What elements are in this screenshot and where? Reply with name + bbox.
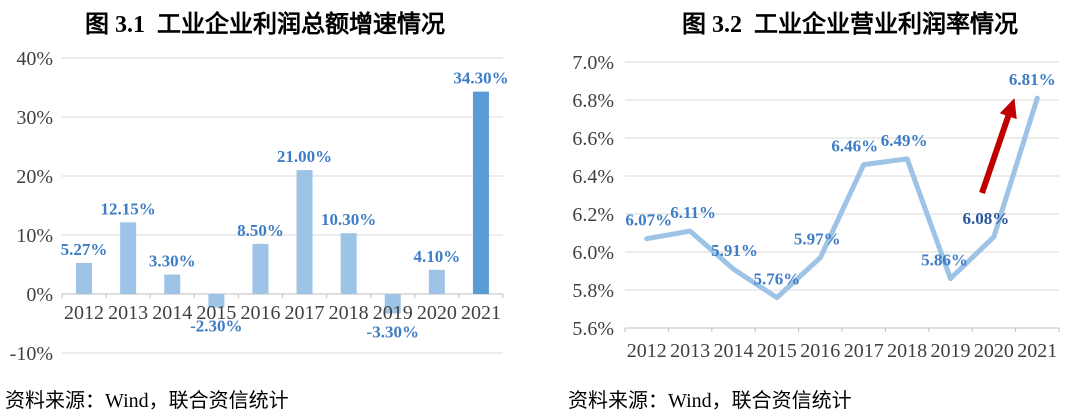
bar-x-tick-label: 2019	[373, 302, 413, 324]
line-x-tick-label: 2016	[800, 340, 840, 362]
line-y-tick-label: 6.6%	[572, 128, 614, 150]
line-value-label: 5.86%	[921, 251, 968, 270]
bar-value-label: 4.10%	[413, 247, 460, 266]
line-y-tick-label: 6.2%	[572, 204, 614, 226]
bar-value-label: 5.27%	[61, 240, 108, 259]
line-x-tick-label: 2018	[887, 340, 927, 362]
line-value-label: 5.97%	[794, 230, 841, 249]
bar-2016	[252, 243, 269, 294]
bar-value-label: 34.30%	[453, 69, 508, 88]
line-y-tick-label: 6.8%	[572, 90, 614, 112]
line-x-tick-label: 2021	[1017, 340, 1057, 362]
line-x-tick-label: 2014	[714, 340, 754, 362]
line-y-tick-label: 7.0%	[572, 52, 614, 74]
bar-y-tick-label: 30%	[16, 107, 53, 129]
bar-chart-title: 图 3.1 工业企业利润总额增速情况	[85, 12, 445, 38]
bar-2020	[428, 269, 445, 294]
line-value-label: 5.76%	[754, 270, 801, 289]
bar-x-tick-label: 2013	[108, 302, 148, 324]
profit-rate-trend-line	[644, 95, 1040, 301]
line-value-label: 6.11%	[670, 203, 716, 222]
bar-value-label: -2.30%	[190, 317, 242, 336]
bar-2015	[208, 294, 225, 308]
bar-2021	[472, 91, 489, 294]
bar-value-label: 12.15%	[101, 199, 156, 218]
bar-x-tick-label: 2020	[417, 302, 457, 324]
line-x-tick-label: 2020	[974, 340, 1014, 362]
bar-value-label: 3.30%	[149, 252, 196, 271]
bar-value-label: 8.50%	[237, 221, 284, 240]
bar-2012	[76, 262, 93, 294]
bar-y-tick-label: -10%	[10, 343, 53, 365]
bar-2017	[296, 170, 313, 294]
line-value-label: 6.08%	[963, 209, 1010, 228]
line-x-tick-label: 2012	[627, 340, 667, 362]
bar-x-tick-label: 2018	[329, 302, 369, 324]
bar-y-tick-label: 20%	[16, 166, 53, 188]
line-value-label: 6.07%	[625, 211, 672, 230]
bar-2018	[340, 233, 357, 294]
line-x-tick-label: 2019	[931, 340, 971, 362]
line-x-tick-label: 2013	[670, 340, 710, 362]
bar-x-tick-label: 2021	[461, 302, 501, 324]
line-value-label: 6.46%	[831, 137, 878, 156]
bar-2019	[384, 294, 401, 314]
line-value-label: 5.91%	[711, 241, 758, 260]
bar-x-tick-label: 2015	[196, 302, 236, 324]
bar-2014	[164, 274, 181, 294]
line-chart-source-note: 资料来源：Wind，联合资信统计	[568, 390, 852, 412]
bar-value-label: 21.00%	[277, 147, 332, 166]
line-chart-title: 图 3.2 工业企业营业利润率情况	[682, 12, 1018, 38]
bar-chart-source-note: 资料来源：Wind，联合资信统计	[5, 390, 289, 412]
bar-x-tick-label: 2014	[152, 302, 192, 324]
bar-x-tick-label: 2016	[240, 302, 280, 324]
bar-value-label: -3.30%	[367, 322, 419, 341]
line-y-tick-label: 5.6%	[572, 318, 614, 340]
line-y-tick-label: 6.0%	[572, 242, 614, 264]
line-x-tick-label: 2017	[844, 340, 884, 362]
bar-y-tick-label: 40%	[16, 48, 53, 70]
rise-arrow-annotation	[979, 98, 1017, 194]
bar-y-tick-label: 0%	[26, 284, 53, 306]
bar-x-tick-label: 2012	[64, 302, 104, 324]
bar-value-label: 10.30%	[321, 210, 376, 229]
line-value-label: 6.49%	[881, 131, 928, 150]
line-value-label: 6.81%	[1009, 70, 1056, 89]
bar-y-tick-label: 10%	[16, 225, 53, 247]
line-y-tick-label: 5.8%	[572, 280, 614, 302]
bar-2013	[120, 222, 137, 294]
line-x-tick-label: 2015	[757, 340, 797, 362]
line-y-tick-label: 6.4%	[572, 166, 614, 188]
bar-x-tick-label: 2017	[285, 302, 325, 324]
